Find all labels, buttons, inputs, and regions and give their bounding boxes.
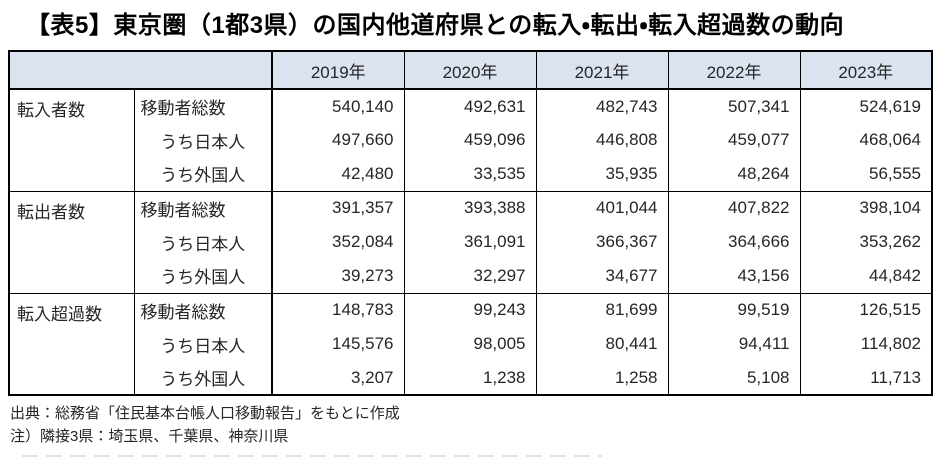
value-cell: 81,699 xyxy=(535,292,668,327)
value-cell: 524,619 xyxy=(799,88,932,123)
table-row: うち日本人 145,576 98,005 80,441 94,411 114,802 xyxy=(9,327,932,361)
adjacent-prefectures-note: 注）隣接3県：埼玉県、千葉県、神奈川県 xyxy=(10,428,289,445)
table-title: 【表5】東京圏（1都3県）の国内他道府県との転入・転出・転入超過数の動向 xyxy=(26,12,845,39)
value-cell: 540,140 xyxy=(271,88,404,123)
value-cell: 94,411 xyxy=(667,327,800,361)
value-cell: 398,104 xyxy=(799,190,932,225)
value-cell: 145,576 xyxy=(271,327,404,361)
row-sub-label: うち日本人 xyxy=(134,225,273,259)
row-sub-label: うち日本人 xyxy=(134,327,273,361)
value-cell: 35,935 xyxy=(535,157,668,191)
value-cell: 407,822 xyxy=(667,190,800,225)
column-header-2019: 2019年 xyxy=(271,51,404,90)
value-cell: 366,367 xyxy=(535,225,668,259)
value-cell: 32,297 xyxy=(403,259,536,293)
value-cell: 34,677 xyxy=(535,259,668,293)
value-cell: 353,262 xyxy=(799,225,932,259)
value-cell: 98,005 xyxy=(403,327,536,361)
row-sub-label: 移動者総数 xyxy=(134,88,273,123)
value-cell: 492,631 xyxy=(403,88,536,123)
table-row: うち日本人 497,660 459,096 446,808 459,077 468,064 xyxy=(9,123,932,157)
value-cell: 126,515 xyxy=(799,292,932,327)
value-cell: 33,535 xyxy=(403,157,536,191)
value-cell: 468,064 xyxy=(799,123,932,157)
value-cell: 352,084 xyxy=(271,225,404,259)
value-cell: 459,077 xyxy=(667,123,800,157)
table-row: 転入超過数 移動者総数 148,783 99,243 81,699 99,519 126,5… xyxy=(9,292,932,395)
value-cell: 39,273 xyxy=(271,259,404,293)
value-cell: 446,808 xyxy=(535,123,668,157)
source-note: 出典：総務省「住民基本台帳人口移動報告」をもとに作成 xyxy=(10,405,400,422)
table-row: うち日本人 352,084 361,091 366,367 364,666 353,262 xyxy=(9,225,932,259)
table-row: 転入者数 移動者総数 540,140 492,631 482,743 507,341 524… xyxy=(9,88,932,191)
value-cell: 401,044 xyxy=(535,190,668,225)
table-body: 転入者数 移動者総数 540,140 492,631 482,743 507,341 524… xyxy=(9,88,932,395)
row-group-label: 転入者数 xyxy=(9,88,135,191)
row-sub-label: うち外国人 xyxy=(134,259,273,293)
value-cell: 497,660 xyxy=(271,123,404,157)
row-sub-label: うち日本人 xyxy=(134,123,273,157)
header-row: 2019年 2020年 2021年 2022年 2023年 xyxy=(9,51,932,90)
value-cell: 48,264 xyxy=(667,157,800,191)
row-sub-label: うち外国人 xyxy=(134,361,273,395)
corner-cell xyxy=(9,51,273,90)
value-cell: 391,357 xyxy=(271,190,404,225)
value-cell: 43,156 xyxy=(667,259,800,293)
value-cell: 393,388 xyxy=(403,190,536,225)
table-row: 転出者数 移動者総数 391,357 393,388 401,044 407,822 398… xyxy=(9,190,932,293)
value-cell: 459,096 xyxy=(403,123,536,157)
value-cell: 99,519 xyxy=(667,292,800,327)
value-cell: 56,555 xyxy=(799,157,932,191)
value-cell: 114,802 xyxy=(799,327,932,361)
row-group-label: 転出者数 xyxy=(9,190,135,293)
value-cell: 80,441 xyxy=(535,327,668,361)
value-cell: 361,091 xyxy=(403,225,536,259)
row-sub-label: 移動者総数 xyxy=(134,292,273,327)
row-group-label: 転入超過数 xyxy=(9,292,135,395)
table-row: うち外国人 39,273 32,297 34,677 43,156 44,842 xyxy=(9,259,932,293)
column-header-2021: 2021年 xyxy=(535,51,668,90)
table-row: うち外国人 3,207 1,238 1,258 5,108 11,713 xyxy=(9,361,932,395)
value-cell: 11,713 xyxy=(799,361,932,395)
column-header-2020: 2020年 xyxy=(403,51,536,90)
value-cell: 44,842 xyxy=(799,259,932,293)
cropped-next-line-artifact xyxy=(22,455,602,457)
value-cell: 1,238 xyxy=(403,361,536,395)
value-cell: 42,480 xyxy=(271,157,404,191)
table-header: 2019年 2020年 2021年 2022年 2023年 xyxy=(9,51,932,90)
row-sub-label: うち外国人 xyxy=(134,157,273,191)
value-cell: 507,341 xyxy=(667,88,800,123)
table-row: うち外国人 42,480 33,535 35,935 48,264 56,555 xyxy=(9,157,932,191)
value-cell: 148,783 xyxy=(271,292,404,327)
migration-table: 2019年 2020年 2021年 2022年 2023年 転入者数 移動者総数 5… xyxy=(8,50,933,396)
value-cell: 1,258 xyxy=(535,361,668,395)
column-header-2022: 2022年 xyxy=(667,51,800,90)
value-cell: 99,243 xyxy=(403,292,536,327)
value-cell: 5,108 xyxy=(667,361,800,395)
footnotes: 出典：総務省「住民基本台帳人口移動報告」をもとに作成 注）隣接3県：埼玉県、千葉… xyxy=(10,402,400,448)
row-sub-label: 移動者総数 xyxy=(134,190,273,225)
value-cell: 3,207 xyxy=(271,361,404,395)
value-cell: 482,743 xyxy=(535,88,668,123)
value-cell: 364,666 xyxy=(667,225,800,259)
column-header-2023: 2023年 xyxy=(799,51,932,90)
